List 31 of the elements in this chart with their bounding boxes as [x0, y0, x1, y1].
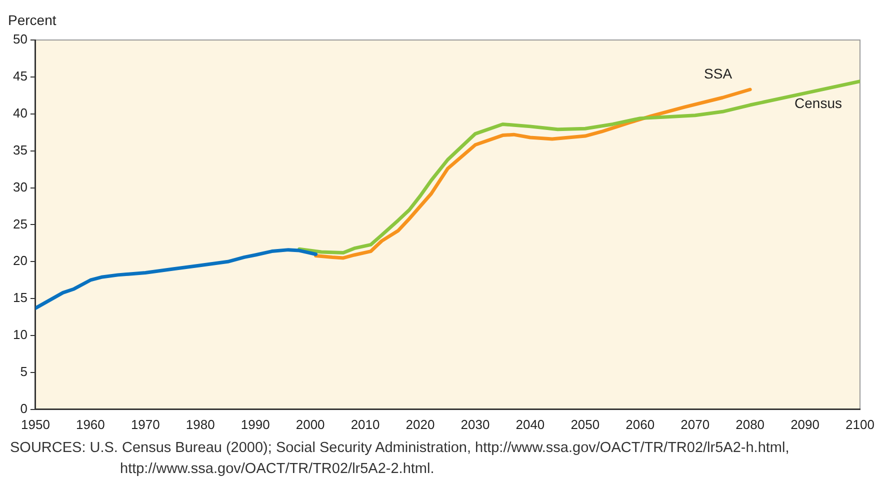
x-tick-label: 2070 [680, 416, 710, 432]
y-tick-label: 5 [20, 364, 28, 380]
y-tick-label: 35 [12, 142, 28, 158]
series-label: SSA [704, 65, 733, 82]
x-tick-label: 1970 [130, 416, 160, 432]
x-tick-label: 2080 [736, 416, 765, 432]
y-axis-title: Percent [8, 12, 56, 28]
source-note: SOURCES: U.S. Census Bureau (2000); Social Security Administration, http://www.ssa.gov/OACT/TR/TR02/lr5A2-h.html, http://www.ssa.gov/OACT/TR/TR02/lr5A2-2.html. [10, 439, 790, 479]
x-tick-label: 1990 [240, 416, 270, 432]
x-tick-label: 2010 [350, 416, 380, 432]
x-tick-label: 1960 [76, 416, 105, 432]
x-tick-label: 2050 [570, 416, 600, 432]
x-tick-label: 2060 [626, 416, 655, 432]
y-tick-label: 15 [12, 290, 28, 306]
x-tick-label: 2040 [516, 416, 545, 432]
y-tick-label: 30 [12, 179, 28, 194]
y-tick-label: 20 [12, 253, 28, 268]
x-tick-label: 2090 [790, 416, 820, 432]
x-tick-label: 2030 [460, 416, 490, 432]
y-tick-label: 50 [12, 32, 28, 47]
x-tick-label: 1980 [186, 416, 215, 432]
x-tick-label: 2100 [846, 416, 874, 432]
x-tick-label: 2020 [406, 416, 435, 432]
y-tick-label: 0 [20, 400, 28, 416]
series-label: Census [794, 95, 842, 112]
y-tick-label: 45 [12, 68, 28, 84]
x-tick-label: 2000 [296, 416, 325, 432]
y-tick-label: 25 [12, 216, 28, 232]
y-tick-label: 40 [12, 105, 28, 120]
x-tick-label: 1950 [21, 416, 50, 432]
y-tick-label: 10 [12, 327, 28, 342]
